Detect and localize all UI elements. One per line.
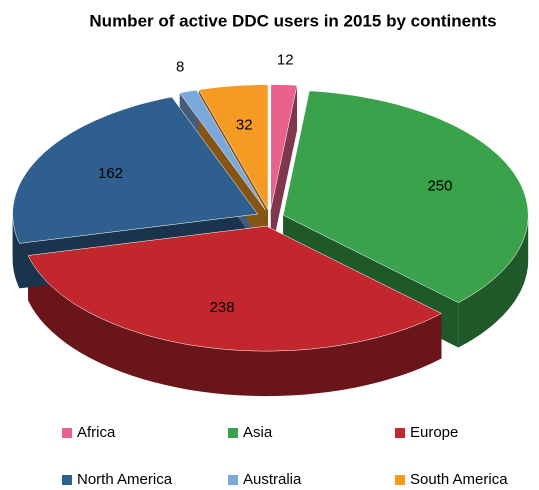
legend-label: Australia [243, 471, 302, 488]
legend-label: Asia [243, 424, 273, 441]
pie-slice [12, 96, 259, 244]
legend-swatch [228, 428, 238, 438]
data-label: 8 [176, 59, 184, 76]
pie-slice [27, 225, 443, 352]
legend-swatch [228, 475, 238, 485]
data-label: 162 [98, 165, 123, 182]
data-label: 238 [210, 299, 235, 316]
pie-slice [198, 84, 269, 211]
data-label: 32 [236, 117, 253, 134]
pie-slice-side [28, 255, 442, 397]
pie-slice [179, 89, 266, 211]
legend-swatch [62, 475, 72, 485]
pie-slice-side [458, 215, 529, 348]
data-label: 250 [427, 177, 452, 194]
pie-slice [282, 90, 529, 303]
legend-swatch [62, 428, 72, 438]
pie-slice [270, 84, 298, 210]
legend-label: North America [77, 471, 173, 488]
legend-label: South America [410, 471, 508, 488]
legend-label: Europe [410, 424, 458, 441]
data-label: 12 [277, 51, 294, 68]
legend-swatch [395, 475, 405, 485]
pie-slice-edge [270, 85, 298, 255]
legend-swatch [395, 428, 405, 438]
chart-title: Number of active DDC users in 2015 by co… [89, 11, 496, 30]
legend-label: Africa [77, 424, 116, 441]
pie-slice-side [12, 214, 20, 289]
